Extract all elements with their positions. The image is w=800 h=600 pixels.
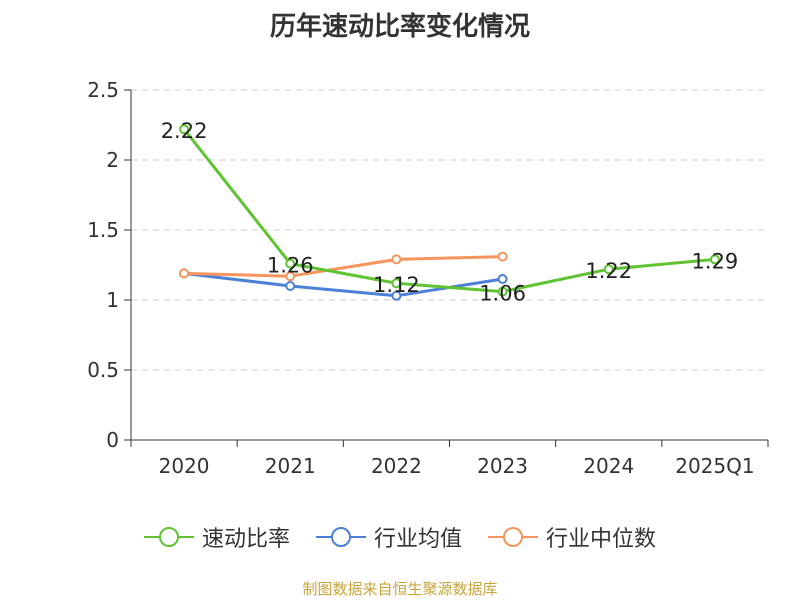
data-label: 1.22 bbox=[585, 259, 632, 283]
legend-label: 速动比率 bbox=[201, 527, 290, 552]
data-point bbox=[497, 286, 508, 297]
data-point bbox=[497, 274, 508, 284]
data-point bbox=[497, 251, 508, 262]
legend-marker-icon bbox=[143, 527, 194, 547]
series-line bbox=[184, 255, 503, 278]
legend: 速动比率 行业均值 行业中位数 bbox=[0, 520, 800, 554]
data-label: 1.29 bbox=[692, 249, 739, 273]
legend-item-industry-median[interactable]: 行业中位数 bbox=[488, 521, 656, 553]
legend-item-industry-mean[interactable]: 行业均值 bbox=[315, 521, 462, 553]
x-tick-label: 2021 bbox=[265, 454, 316, 478]
data-point bbox=[709, 254, 720, 265]
legend-label: 行业中位数 bbox=[546, 527, 657, 552]
x-tick-label: 2023 bbox=[477, 454, 528, 478]
data-label: 1.26 bbox=[267, 254, 314, 278]
legend-item-quick-ratio[interactable]: 速动比率 bbox=[143, 521, 290, 553]
source-note: 制图数据来自恒生聚源数据库 bbox=[302, 580, 498, 598]
data-point bbox=[603, 264, 614, 275]
series-line bbox=[183, 271, 503, 298]
data-point bbox=[391, 254, 402, 265]
y-tick-label: 0.5 bbox=[87, 358, 119, 382]
data-point bbox=[391, 278, 402, 289]
y-tick-label: 1 bbox=[106, 288, 119, 312]
x-tick-label: 2020 bbox=[159, 454, 210, 478]
x-tick-label: 2024 bbox=[583, 454, 634, 478]
x-tick-label: 2025Q1 bbox=[675, 454, 754, 478]
data-point bbox=[285, 271, 296, 282]
data-point bbox=[391, 290, 402, 301]
series-line bbox=[182, 128, 716, 294]
y-tick-label: 2 bbox=[106, 148, 119, 172]
data-point bbox=[179, 124, 190, 135]
data-point bbox=[179, 268, 190, 279]
x-tick-label: 2022 bbox=[371, 454, 422, 478]
y-tick-label: 1.5 bbox=[87, 218, 119, 242]
data-point bbox=[285, 281, 296, 291]
data-label: 1.06 bbox=[479, 282, 526, 306]
data-point bbox=[285, 258, 296, 269]
legend-marker-icon bbox=[488, 527, 538, 547]
legend-marker-icon bbox=[315, 527, 366, 547]
legend-label: 行业均值 bbox=[373, 527, 462, 552]
chart-title: 历年速动比率变化情况 bbox=[269, 12, 530, 42]
data-label: 2.22 bbox=[161, 119, 208, 143]
y-tick-label: 0 bbox=[106, 428, 119, 452]
y-tick-label: 2.5 bbox=[87, 78, 119, 102]
data-label: 1.12 bbox=[373, 273, 420, 297]
